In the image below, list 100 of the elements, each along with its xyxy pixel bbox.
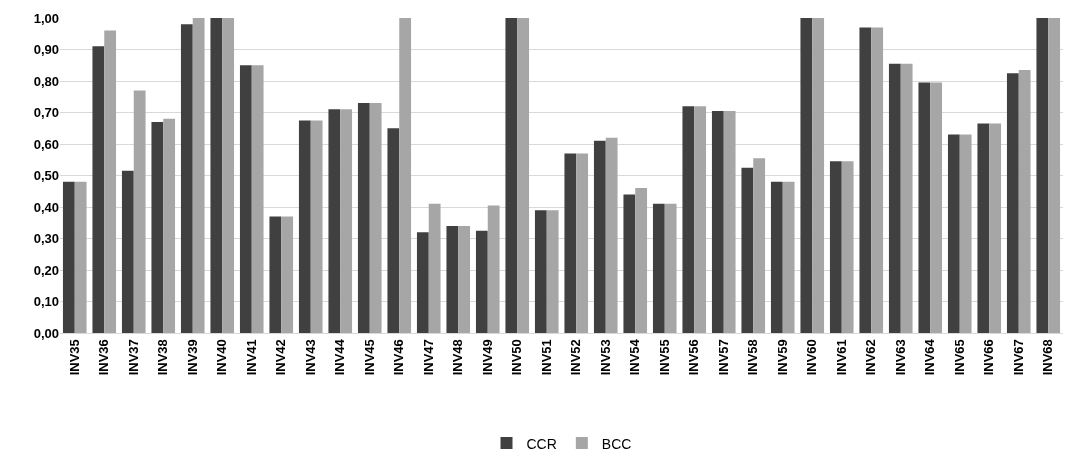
bar bbox=[989, 123, 1002, 333]
bar bbox=[74, 181, 87, 333]
x-tick-label: INV61 bbox=[833, 339, 849, 376]
legend-label: BCC bbox=[601, 435, 632, 452]
bar bbox=[151, 121, 164, 333]
bar bbox=[635, 188, 648, 333]
x-tick-label: INV49 bbox=[479, 339, 495, 376]
x-tick-label: INV50 bbox=[509, 339, 525, 376]
x-tick-label: INV36 bbox=[96, 339, 112, 376]
x-tick-label: INV66 bbox=[981, 339, 997, 376]
bar bbox=[546, 210, 559, 333]
bar bbox=[328, 109, 341, 333]
bar bbox=[281, 216, 294, 333]
y-tick-label: 0,10 bbox=[33, 294, 59, 310]
bar bbox=[104, 30, 117, 333]
bar bbox=[534, 210, 547, 333]
x-tick-label: INV67 bbox=[1010, 339, 1026, 376]
bar bbox=[222, 18, 235, 333]
x-tick-label: INV51 bbox=[538, 339, 554, 376]
x-tick-label: INV44 bbox=[332, 338, 348, 376]
x-tick-label: INV40 bbox=[214, 339, 230, 376]
x-tick-label: INV47 bbox=[420, 339, 436, 376]
bar bbox=[770, 181, 783, 333]
bar bbox=[741, 167, 754, 333]
bar bbox=[369, 103, 382, 333]
bar bbox=[1036, 18, 1049, 333]
bar bbox=[1048, 18, 1061, 333]
bar bbox=[251, 65, 264, 333]
bar bbox=[416, 232, 429, 333]
bar bbox=[918, 82, 931, 333]
bar bbox=[163, 118, 176, 333]
y-tick-label: 0,90 bbox=[33, 42, 59, 58]
bar bbox=[446, 225, 459, 333]
x-tick-label: INV56 bbox=[686, 339, 702, 376]
bar bbox=[92, 46, 105, 333]
bar bbox=[428, 203, 441, 333]
x-tick-label: INV52 bbox=[568, 339, 584, 376]
bar bbox=[947, 134, 960, 333]
x-tick-label: INV65 bbox=[951, 339, 967, 376]
bar bbox=[62, 181, 75, 333]
bar bbox=[782, 181, 795, 333]
x-tick-label: INV58 bbox=[745, 339, 761, 376]
bar bbox=[977, 123, 990, 333]
y-tick-label: 0,50 bbox=[33, 168, 59, 184]
x-tick-label: INV48 bbox=[450, 339, 466, 376]
bar bbox=[871, 27, 884, 333]
bar bbox=[682, 106, 695, 333]
bar bbox=[517, 18, 530, 333]
bar bbox=[888, 63, 901, 333]
bar bbox=[310, 120, 323, 333]
bar bbox=[487, 205, 500, 333]
bar bbox=[859, 27, 872, 333]
x-tick-label: INV45 bbox=[361, 339, 377, 376]
bar bbox=[800, 18, 813, 333]
bar bbox=[298, 120, 311, 333]
bar bbox=[564, 153, 577, 333]
x-tick-label: INV68 bbox=[1040, 339, 1056, 376]
y-tick-label: 0,00 bbox=[33, 325, 59, 341]
bar bbox=[664, 203, 677, 333]
bar bbox=[652, 203, 665, 333]
bar bbox=[269, 216, 282, 333]
bar bbox=[812, 18, 825, 333]
bar bbox=[1006, 73, 1019, 333]
bar bbox=[505, 18, 518, 333]
bar bbox=[623, 194, 636, 333]
y-tick-label: 0,40 bbox=[33, 199, 59, 215]
x-tick-label: INV43 bbox=[302, 339, 318, 376]
bar bbox=[239, 65, 252, 333]
bar bbox=[930, 82, 943, 333]
bar bbox=[357, 103, 370, 333]
bar bbox=[399, 18, 412, 333]
bar bbox=[576, 153, 589, 333]
x-tick-label: INV35 bbox=[66, 339, 82, 376]
bar bbox=[340, 109, 353, 333]
bar bbox=[387, 128, 400, 333]
x-tick-label: INV37 bbox=[125, 339, 141, 376]
bar bbox=[593, 140, 606, 333]
x-tick-label: INV38 bbox=[155, 339, 171, 376]
x-tick-label: INV64 bbox=[922, 338, 938, 376]
y-tick-label: 0,80 bbox=[33, 73, 59, 89]
y-tick-label: 1,00 bbox=[33, 10, 59, 26]
bar bbox=[133, 90, 146, 333]
bar bbox=[475, 230, 488, 333]
legend-label: CCR bbox=[526, 435, 557, 452]
x-tick-label: INV41 bbox=[243, 339, 259, 376]
y-tick-label: 0,30 bbox=[33, 231, 59, 247]
bar bbox=[458, 225, 471, 333]
bar bbox=[841, 161, 854, 333]
bar bbox=[192, 18, 205, 333]
bar bbox=[753, 158, 766, 333]
y-tick-label: 0,20 bbox=[33, 262, 59, 278]
x-tick-label: INV59 bbox=[774, 339, 790, 376]
bar bbox=[723, 110, 736, 333]
x-tick-label: INV60 bbox=[804, 339, 820, 376]
bar bbox=[694, 106, 707, 333]
x-tick-label: INV55 bbox=[656, 339, 672, 376]
x-tick-label: INV54 bbox=[627, 338, 643, 376]
x-tick-label: INV42 bbox=[273, 339, 289, 376]
y-tick-label: 0,60 bbox=[33, 136, 59, 152]
bar bbox=[711, 110, 724, 333]
